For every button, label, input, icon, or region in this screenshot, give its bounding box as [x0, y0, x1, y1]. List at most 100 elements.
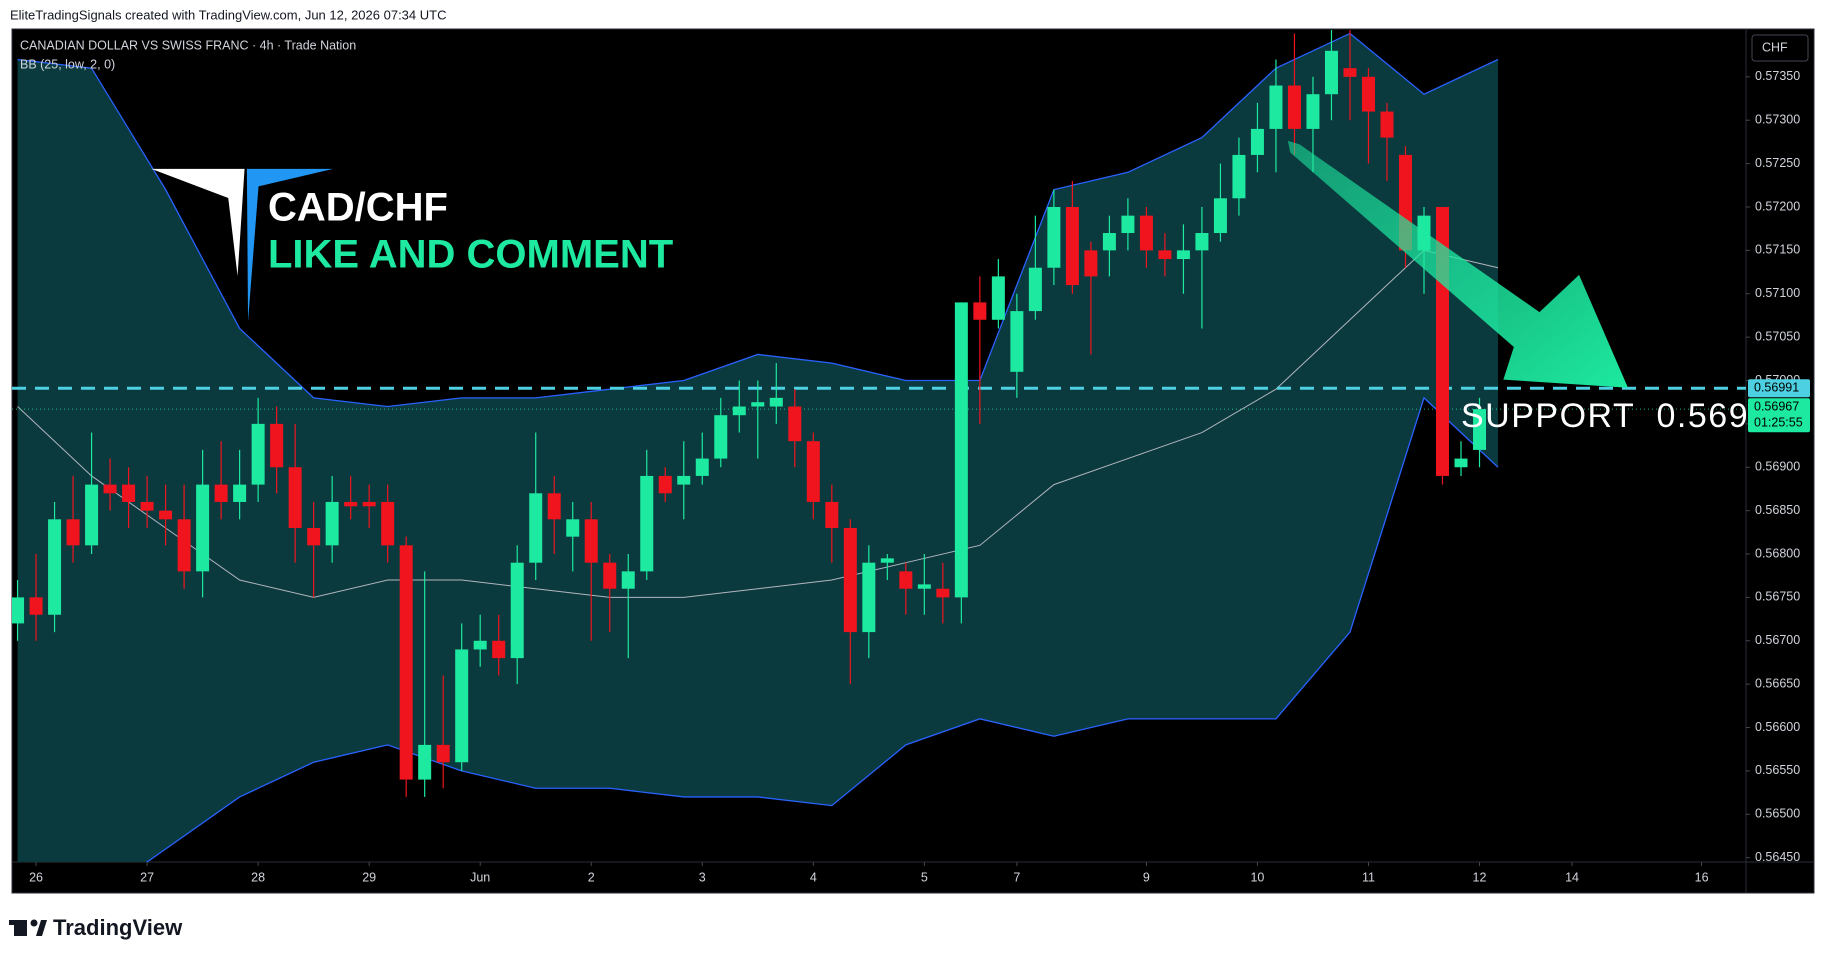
candle-body [1213, 198, 1227, 234]
x-tick-label: 27 [140, 870, 154, 884]
y-tick-label: 0.56850 [1755, 503, 1800, 517]
candle-body [1380, 111, 1394, 138]
y-tick-label: 0.56650 [1755, 676, 1800, 690]
candle-body [362, 501, 376, 507]
currency-label: CHF [1762, 40, 1788, 54]
candle-body [48, 519, 62, 615]
candle-body [677, 475, 691, 485]
indicator-label: BB (25, low, 2, 0) [20, 57, 115, 71]
price-levels [12, 386, 1746, 410]
candle-body [1250, 128, 1264, 155]
candle-body [325, 501, 339, 546]
last-price-label: 0.56967 [1754, 400, 1799, 414]
x-tick-label: Jun [470, 870, 490, 884]
logo-white-wing [151, 168, 245, 276]
candle-body [1361, 76, 1375, 112]
candle-body [29, 597, 43, 615]
pair-annotation: CAD/CHF [268, 186, 448, 230]
candle-body [1176, 250, 1190, 260]
x-tick-label: 29 [362, 870, 376, 884]
candle-body [344, 501, 358, 507]
footer-logo-mark [36, 920, 47, 936]
candle-body [1158, 250, 1172, 260]
logo-blue-wing [246, 168, 334, 322]
candle-body [658, 475, 672, 494]
candle-body [843, 527, 857, 633]
candle-body [1473, 409, 1487, 450]
x-tick-label: 7 [1013, 870, 1020, 884]
candle-body [1232, 154, 1246, 199]
currency-button[interactable] [1751, 34, 1809, 62]
candle-body [936, 588, 950, 598]
trend-arrow [1287, 140, 1628, 388]
candle-body [1454, 458, 1468, 468]
x-tick-label: 9 [1143, 870, 1150, 884]
support-price-box [1748, 379, 1810, 398]
candle-body [270, 423, 284, 468]
candle-body [695, 458, 709, 476]
band-upper [17, 32, 1499, 408]
x-tick-label: 4 [810, 870, 817, 884]
x-tick-label: 14 [1565, 870, 1579, 884]
candle-body [196, 484, 210, 572]
y-tick-label: 0.56550 [1755, 763, 1800, 777]
brand-logo [151, 168, 334, 322]
candle-body [899, 571, 913, 589]
candle-body [621, 571, 635, 589]
candle-body [492, 640, 506, 659]
candle-body [473, 640, 487, 650]
x-tick-label: 16 [1695, 870, 1709, 884]
candle-body [307, 527, 321, 546]
candle-body [66, 519, 80, 546]
x-tick-label: 11 [1362, 870, 1375, 884]
candle-body [1010, 311, 1024, 372]
x-tick-label: 12 [1473, 870, 1487, 884]
candle-body [806, 441, 820, 502]
support-annotation: SUPPORT 0.569 [1461, 397, 1749, 435]
y-tick-label: 0.57150 [1755, 243, 1800, 257]
candle-body [1102, 233, 1116, 251]
y-tick-label: 0.57250 [1755, 156, 1800, 170]
candle-body [1065, 206, 1079, 286]
candle-body [12, 597, 25, 624]
y-tick-label: 0.57300 [1755, 113, 1800, 127]
candle-body [159, 510, 173, 520]
candle-body [1343, 68, 1357, 77]
candle-body [529, 493, 543, 563]
candle-body [214, 484, 228, 502]
candle-body [714, 415, 728, 459]
candle-body [85, 484, 99, 546]
footer-logo-mark [9, 920, 27, 925]
y-tick-label: 0.56900 [1755, 460, 1800, 474]
footer-logo-text: TradingView [53, 915, 183, 940]
header-text: EliteTradingSignals created with Trading… [10, 7, 446, 22]
candle-body [1028, 267, 1042, 312]
candle-body [825, 501, 839, 528]
y-tick-label: 0.56800 [1755, 546, 1800, 560]
candle-body [862, 562, 876, 633]
candle-body [103, 484, 117, 494]
candle-body [1084, 250, 1098, 277]
footer-brand: TradingView [9, 915, 183, 940]
y-tick-label: 0.56500 [1755, 807, 1800, 821]
candle-body [1047, 206, 1061, 268]
candle-body [954, 302, 968, 598]
candle-body [140, 501, 154, 511]
y-tick-label: 0.57050 [1755, 329, 1800, 343]
candle-body [510, 562, 524, 659]
chart-title: CANADIAN DOLLAR VS SWISS FRANC · 4h · Tr… [20, 38, 356, 52]
countdown-label: 01:25:55 [1754, 416, 1803, 430]
candle-body [455, 649, 469, 763]
x-tick-label: 3 [699, 870, 706, 884]
candle-body [566, 519, 580, 537]
candle-body [1324, 50, 1338, 95]
candle-body [122, 484, 136, 502]
candle-body [288, 467, 302, 528]
arrow-shape [1287, 140, 1628, 388]
candle-body [418, 744, 432, 780]
candle-body [1306, 94, 1320, 129]
candle-body [233, 484, 247, 502]
candle-body [973, 302, 987, 320]
band-lower [145, 396, 1499, 862]
